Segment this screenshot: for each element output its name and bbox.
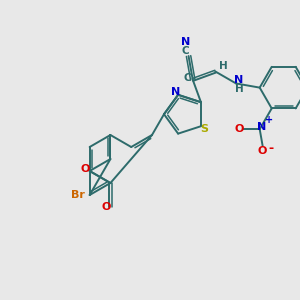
Text: +: + [265,115,273,125]
Text: H: H [219,61,228,71]
Text: C: C [184,73,191,83]
Text: N: N [181,37,190,46]
Text: Br: Br [71,190,85,200]
Text: C: C [182,46,189,56]
Text: S: S [200,124,208,134]
Text: -: - [268,142,273,155]
Text: N: N [257,122,266,132]
Text: O: O [81,164,90,174]
Text: N: N [234,76,244,85]
Text: O: O [258,146,267,156]
Text: N: N [172,87,181,97]
Text: H: H [235,85,243,94]
Text: O: O [234,124,244,134]
Text: O: O [102,202,111,212]
